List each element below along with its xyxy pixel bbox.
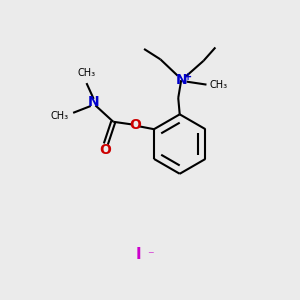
Text: O: O — [99, 143, 111, 157]
Text: N: N — [88, 95, 100, 110]
Text: I: I — [135, 247, 141, 262]
Text: CH₃: CH₃ — [209, 80, 228, 90]
Text: CH₃: CH₃ — [51, 111, 69, 122]
Text: +: + — [184, 72, 192, 82]
Text: ⁻: ⁻ — [147, 249, 153, 262]
Text: O: O — [130, 118, 142, 132]
Text: N: N — [176, 73, 187, 87]
Text: CH₃: CH₃ — [77, 68, 96, 78]
